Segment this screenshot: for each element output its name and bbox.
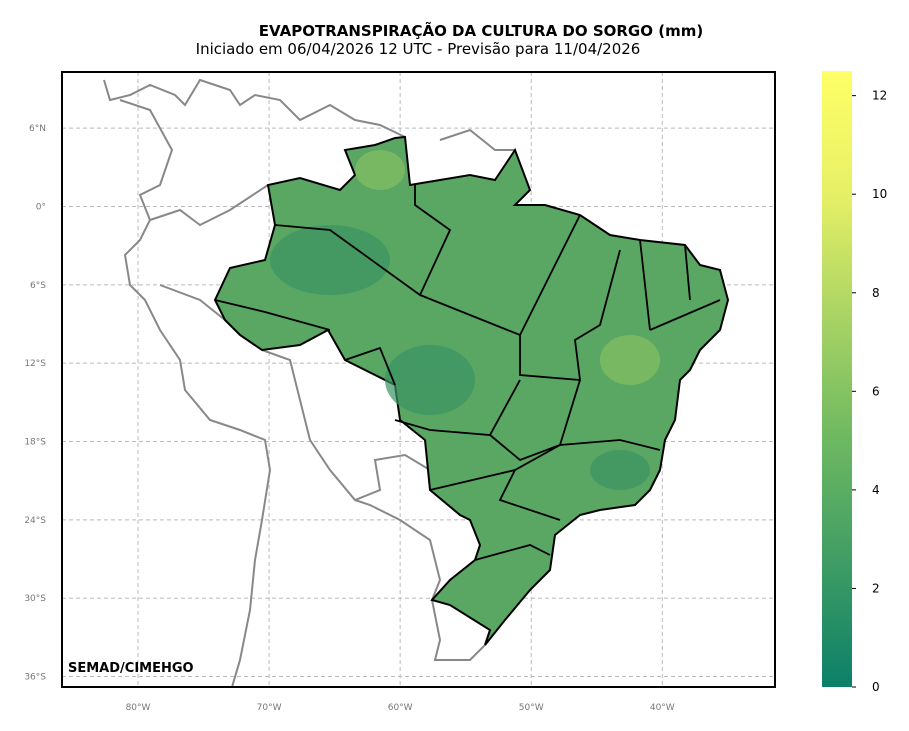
lon-label: 50°W (519, 703, 544, 713)
colorbar (822, 71, 852, 687)
colorbar-label: 4 (872, 483, 880, 497)
subtitle: Iniciado em 06/04/2026 12 UTC - Previsão… (196, 40, 641, 58)
state-borders (214, 185, 721, 561)
lat-label: 0° (36, 202, 46, 212)
lon-label: 80°W (126, 703, 151, 713)
map-frame (61, 71, 776, 688)
lat-label: 30°S (24, 594, 46, 604)
lon-label: 70°W (257, 703, 282, 713)
shading (270, 225, 650, 490)
colorbar-label: 12 (872, 89, 887, 103)
colorbar-label: 10 (872, 187, 887, 201)
colorbar-label: 0 (872, 680, 880, 694)
colorbar-label: 6 (872, 384, 880, 398)
continent-outline (103, 78, 515, 687)
lat-label: 24°S (24, 516, 46, 526)
colorbar-label: 8 (872, 286, 880, 300)
colorbar-label: 2 (872, 581, 880, 595)
title: EVAPOTRANSPIRAÇÃO DA CULTURA DO SORGO (m… (259, 21, 703, 40)
shading-light (355, 150, 660, 385)
credit: SEMAD/CIMEHGO (68, 661, 194, 676)
lat-label: 18°S (24, 438, 46, 448)
lon-label: 40°W (650, 703, 675, 713)
lon-label: 60°W (388, 703, 413, 713)
lat-label: 36°S (24, 673, 46, 683)
lat-label: 12°S (24, 359, 46, 369)
lat-label: 6°S (30, 281, 46, 291)
lat-label: 6°N (29, 124, 46, 134)
